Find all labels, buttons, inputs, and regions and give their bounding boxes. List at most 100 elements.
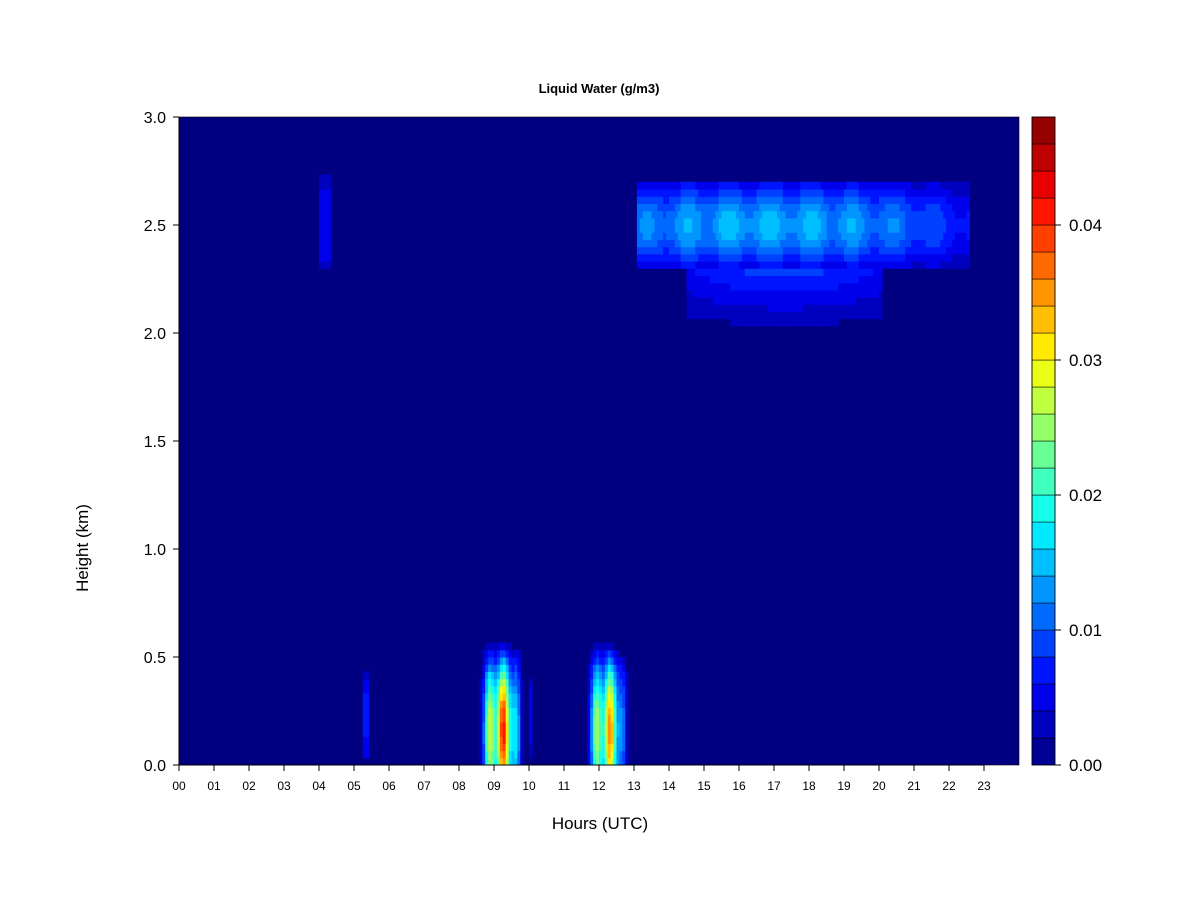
- heatmap-cell: [791, 189, 796, 197]
- heatmap-cell: [669, 232, 673, 240]
- heatmap-cell: [607, 671, 612, 680]
- heatmap-cell: [937, 253, 941, 262]
- heatmap-cell: [680, 217, 685, 226]
- heatmap-cell: [893, 210, 898, 219]
- heatmap-cell: [858, 189, 863, 197]
- heatmap-cell: [771, 217, 775, 226]
- heatmap-cell: [928, 225, 933, 233]
- heatmap-cell: [949, 253, 953, 262]
- colorbar-frame: [1031, 116, 1056, 766]
- heatmap-cell: [881, 253, 886, 262]
- heatmap-cell: [692, 297, 696, 305]
- heatmap-cell: [931, 203, 936, 212]
- heatmap-cell: [832, 289, 836, 298]
- heatmap-cell: [362, 707, 367, 716]
- heatmap-cell: [829, 261, 833, 269]
- heatmap-cell: [963, 203, 968, 212]
- heatmap-cell: [811, 318, 816, 327]
- heatmap-cell: [511, 693, 516, 701]
- heatmap-cell: [736, 275, 740, 284]
- heatmap-cell: [797, 311, 801, 320]
- heatmap-cell: [739, 239, 743, 248]
- heatmap-cell: [321, 217, 326, 226]
- heatmap-cell: [727, 253, 731, 262]
- heatmap-cell: [607, 700, 612, 708]
- heatmap-cell: [502, 664, 507, 672]
- heatmap-cell: [499, 750, 504, 759]
- colorbar-level: [1031, 521, 1056, 550]
- heatmap-cell: [514, 649, 518, 658]
- heatmap-cell: [511, 664, 516, 672]
- heatmap-cell: [642, 225, 647, 233]
- heatmap-cell: [651, 203, 656, 212]
- heatmap-cell: [931, 210, 936, 219]
- heatmap-cell: [727, 181, 731, 190]
- heatmap-cell: [940, 225, 944, 233]
- heatmap-cell: [648, 189, 653, 197]
- heatmap-cell: [861, 246, 866, 255]
- heatmap-cell: [698, 297, 702, 305]
- heatmap-cell: [709, 311, 714, 320]
- heatmap-cell: [607, 721, 612, 730]
- heatmap-cell: [776, 289, 781, 298]
- heatmap-cell: [482, 757, 486, 765]
- heatmap-cell: [744, 246, 749, 255]
- heatmap-cell: [849, 196, 854, 204]
- heatmap-cell: [914, 239, 918, 248]
- heatmap-cell: [858, 196, 863, 204]
- heatmap-cell: [896, 261, 901, 269]
- heatmap-cell: [776, 181, 781, 190]
- heatmap-cell: [593, 721, 597, 730]
- heatmap-cell: [736, 246, 740, 255]
- heatmap-cell: [864, 282, 868, 291]
- heatmap-cell: [762, 239, 766, 248]
- heatmap-cell: [855, 297, 860, 305]
- heatmap-cell: [479, 757, 483, 765]
- heatmap-cell: [846, 289, 851, 298]
- heatmap-cell: [794, 311, 798, 320]
- heatmap-cell: [730, 196, 734, 204]
- heatmap-cell: [823, 253, 828, 262]
- heatmap-cell: [902, 196, 906, 204]
- heatmap-cell: [651, 196, 656, 204]
- heatmap-cell: [718, 203, 723, 212]
- heatmap-cell: [771, 210, 775, 219]
- heatmap-cell: [736, 282, 740, 291]
- heatmap-cell: [709, 304, 714, 312]
- heatmap-cell: [636, 225, 641, 233]
- heatmap-cell: [698, 189, 702, 197]
- heatmap-cell: [616, 757, 621, 765]
- heatmap-cell: [916, 210, 921, 219]
- heatmap-cell: [601, 707, 606, 716]
- heatmap-cell: [601, 664, 606, 672]
- heatmap-cell: [879, 304, 883, 312]
- heatmap-cell: [753, 239, 758, 248]
- heatmap-cell: [596, 649, 600, 658]
- heatmap-cell: [616, 664, 621, 672]
- heatmap-cell: [937, 181, 941, 190]
- heatmap-cell: [832, 268, 836, 276]
- heatmap-cell: [867, 282, 871, 291]
- heatmap-cell: [491, 685, 495, 694]
- heatmap-cell: [721, 239, 726, 248]
- heatmap-cell: [715, 210, 720, 219]
- heatmap-cell: [762, 253, 766, 262]
- heatmap-cell: [879, 297, 883, 305]
- heatmap-cell: [829, 189, 833, 197]
- heatmap-cell: [601, 700, 606, 708]
- heatmap-cell: [896, 232, 901, 240]
- heatmap-cell: [791, 239, 796, 248]
- heatmap-cell: [680, 189, 685, 197]
- heatmap-cell: [677, 196, 682, 204]
- heatmap-cell: [663, 232, 667, 240]
- heatmap-cell: [794, 189, 798, 197]
- heatmap-cell: [508, 714, 513, 723]
- heatmap-cell: [499, 736, 504, 744]
- heatmap-cell: [724, 239, 728, 248]
- heatmap-cell: [879, 239, 883, 248]
- heatmap-cell: [852, 189, 857, 197]
- heatmap-cell: [648, 210, 653, 219]
- heatmap-cell: [791, 304, 796, 312]
- heatmap-cell: [957, 253, 962, 262]
- heatmap-cell: [943, 196, 947, 204]
